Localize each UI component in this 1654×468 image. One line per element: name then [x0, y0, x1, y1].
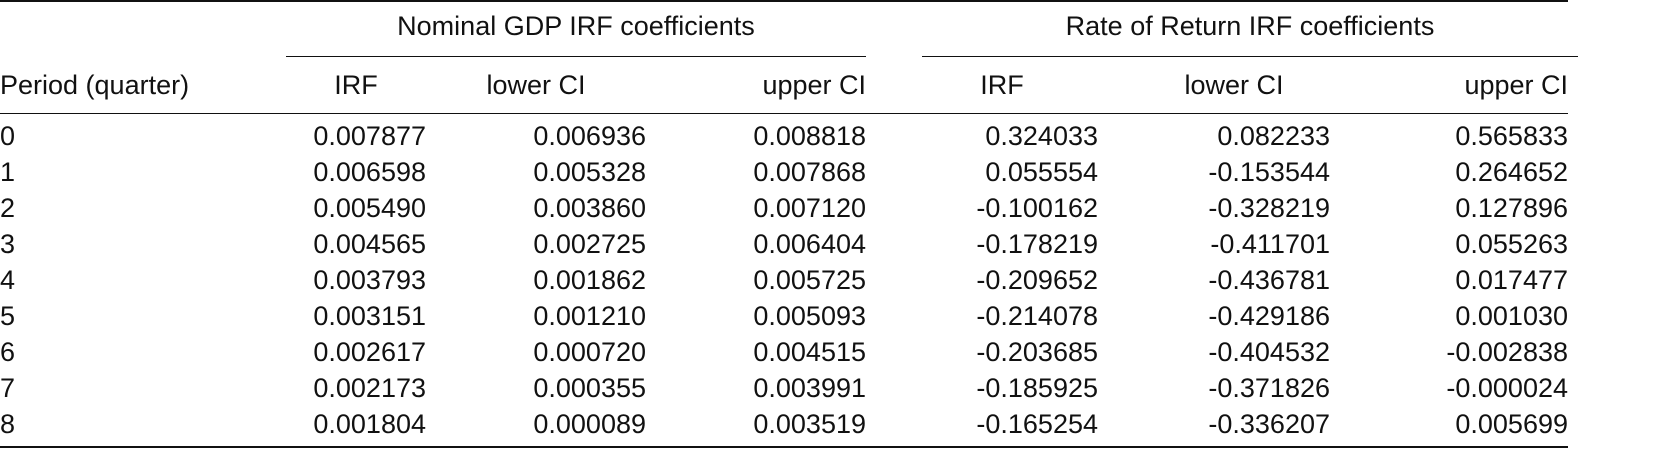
cell-gdp-lower-ci: 0.000089	[533, 409, 646, 439]
cell-ror-upper-ci: 0.005699	[1455, 409, 1568, 439]
table-row: 4 0.003793 0.001862 0.005725 -0.209652 -0.436…	[0, 262, 1568, 298]
cell-period: 7	[0, 373, 16, 403]
cell-ror-irf: -0.203685	[976, 337, 1098, 367]
cell-ror-upper-ci: 0.127896	[1455, 193, 1568, 223]
cell-gdp-upper-ci: 0.003519	[753, 409, 866, 439]
group-header-return: Rate of Return IRF coefficients	[866, 1, 1578, 57]
cell-ror-irf: 0.324033	[985, 121, 1098, 151]
cell-ror-lower-ci: -0.328219	[1208, 193, 1330, 223]
cell-ror-irf: -0.214078	[976, 301, 1098, 331]
cell-period: 5	[0, 301, 16, 331]
cell-gdp-upper-ci: 0.004515	[753, 337, 866, 367]
cell-gdp-lower-ci: 0.006936	[533, 121, 646, 151]
cell-period: 2	[0, 193, 16, 223]
irf-table-container: Nominal GDP IRF coefficients Rate of Ret…	[0, 1, 1578, 447]
cell-gdp-irf: 0.005490	[313, 193, 426, 223]
cell-period: 3	[0, 229, 16, 259]
cell-ror-irf: -0.165254	[976, 409, 1098, 439]
cell-gdp-upper-ci: 0.005725	[753, 265, 866, 295]
irf-table: Nominal GDP IRF coefficients Rate of Ret…	[0, 1, 1578, 447]
table-row: 8 0.001804 0.000089 0.003519 -0.165254 -0.336…	[0, 406, 1568, 447]
cell-gdp-upper-ci: 0.006404	[753, 229, 866, 259]
cell-gdp-irf: 0.004565	[313, 229, 426, 259]
cell-period: 6	[0, 337, 16, 367]
cell-period: 8	[0, 409, 16, 439]
cell-ror-upper-ci: 0.565833	[1455, 121, 1568, 151]
column-header-gdp-upper-ci: upper CI	[762, 70, 866, 100]
cell-ror-lower-ci: -0.411701	[1210, 229, 1330, 259]
cell-period: 4	[0, 265, 16, 295]
cell-ror-upper-ci: 0.017477	[1455, 265, 1568, 295]
cell-ror-lower-ci: -0.404532	[1208, 337, 1330, 367]
column-header-ror-irf: IRF	[980, 70, 1024, 100]
table-row: 0 0.007877 0.006936 0.008818 0.324033 0.08223…	[0, 114, 1568, 155]
cell-gdp-upper-ci: 0.003991	[753, 373, 866, 403]
table-row: 2 0.005490 0.003860 0.007120 -0.100162 -0.328…	[0, 190, 1568, 226]
cell-gdp-irf: 0.002617	[313, 337, 426, 367]
cell-ror-upper-ci: -0.002838	[1446, 337, 1568, 367]
column-header-ror-upper-ci: upper CI	[1464, 70, 1568, 100]
cell-ror-lower-ci: -0.436781	[1208, 265, 1330, 295]
cell-ror-upper-ci: 0.001030	[1455, 301, 1568, 331]
column-header-ror-lower-ci: lower CI	[1184, 70, 1284, 100]
cell-gdp-irf: 0.007877	[313, 121, 426, 151]
table-row: 7 0.002173 0.000355 0.003991 -0.185925 -0.371…	[0, 370, 1568, 406]
cell-ror-lower-ci: -0.371826	[1208, 373, 1330, 403]
cell-gdp-lower-ci: 0.002725	[533, 229, 646, 259]
cell-gdp-upper-ci: 0.005093	[753, 301, 866, 331]
cell-ror-lower-ci: -0.429186	[1208, 301, 1330, 331]
group-header-row: Nominal GDP IRF coefficients Rate of Ret…	[0, 1, 1578, 57]
group-header-gdp-label: Nominal GDP IRF coefficients	[286, 2, 866, 57]
table-body: 0 0.007877 0.006936 0.008818 0.324033 0.08223…	[0, 114, 1568, 447]
group-header-gdp: Nominal GDP IRF coefficients	[286, 1, 866, 57]
cell-ror-irf: -0.178219	[976, 229, 1098, 259]
cell-ror-lower-ci: -0.336207	[1208, 409, 1330, 439]
column-header-period: Period (quarter)	[0, 70, 190, 100]
cell-gdp-irf: 0.001804	[313, 409, 426, 439]
cell-ror-irf: 0.055554	[985, 157, 1098, 187]
cell-gdp-irf: 0.003151	[313, 301, 426, 331]
cell-ror-lower-ci: -0.153544	[1208, 157, 1330, 187]
cell-ror-irf: -0.209652	[976, 265, 1098, 295]
column-header-row: Period (quarter) IRF lower CI upper CI I…	[0, 57, 1568, 114]
cell-period: 0	[0, 121, 16, 151]
cell-ror-irf: -0.100162	[976, 193, 1098, 223]
cell-gdp-lower-ci: 0.000355	[533, 373, 646, 403]
cell-ror-irf: -0.185925	[976, 373, 1098, 403]
cell-period: 1	[0, 157, 16, 187]
cell-gdp-upper-ci: 0.007868	[753, 157, 866, 187]
group-header-return-label: Rate of Return IRF coefficients	[922, 2, 1578, 57]
column-header-gdp-lower-ci: lower CI	[486, 70, 586, 100]
cell-ror-upper-ci: 0.055263	[1455, 229, 1568, 259]
cell-ror-upper-ci: -0.000024	[1446, 373, 1568, 403]
table-row: 6 0.002617 0.000720 0.004515 -0.203685 -0.404…	[0, 334, 1568, 370]
cell-gdp-lower-ci: 0.000720	[533, 337, 646, 367]
table-row: 5 0.003151 0.001210 0.005093 -0.214078 -0.429…	[0, 298, 1568, 334]
cell-ror-lower-ci: 0.082233	[1217, 121, 1330, 151]
group-header-empty	[0, 1, 286, 57]
cell-gdp-irf: 0.006598	[313, 157, 426, 187]
cell-gdp-upper-ci: 0.008818	[753, 121, 866, 151]
cell-gdp-lower-ci: 0.001210	[533, 301, 646, 331]
column-header-gdp-irf: IRF	[334, 70, 378, 100]
cell-gdp-irf: 0.002173	[313, 373, 426, 403]
cell-ror-upper-ci: 0.264652	[1455, 157, 1568, 187]
table-row: 3 0.004565 0.002725 0.006404 -0.178219 -0.411…	[0, 226, 1568, 262]
cell-gdp-lower-ci: 0.001862	[533, 265, 646, 295]
cell-gdp-irf: 0.003793	[313, 265, 426, 295]
cell-gdp-lower-ci: 0.005328	[533, 157, 646, 187]
cell-gdp-lower-ci: 0.003860	[533, 193, 646, 223]
table-row: 1 0.006598 0.005328 0.007868 0.055554 -0.1535…	[0, 154, 1568, 190]
cell-gdp-upper-ci: 0.007120	[753, 193, 866, 223]
